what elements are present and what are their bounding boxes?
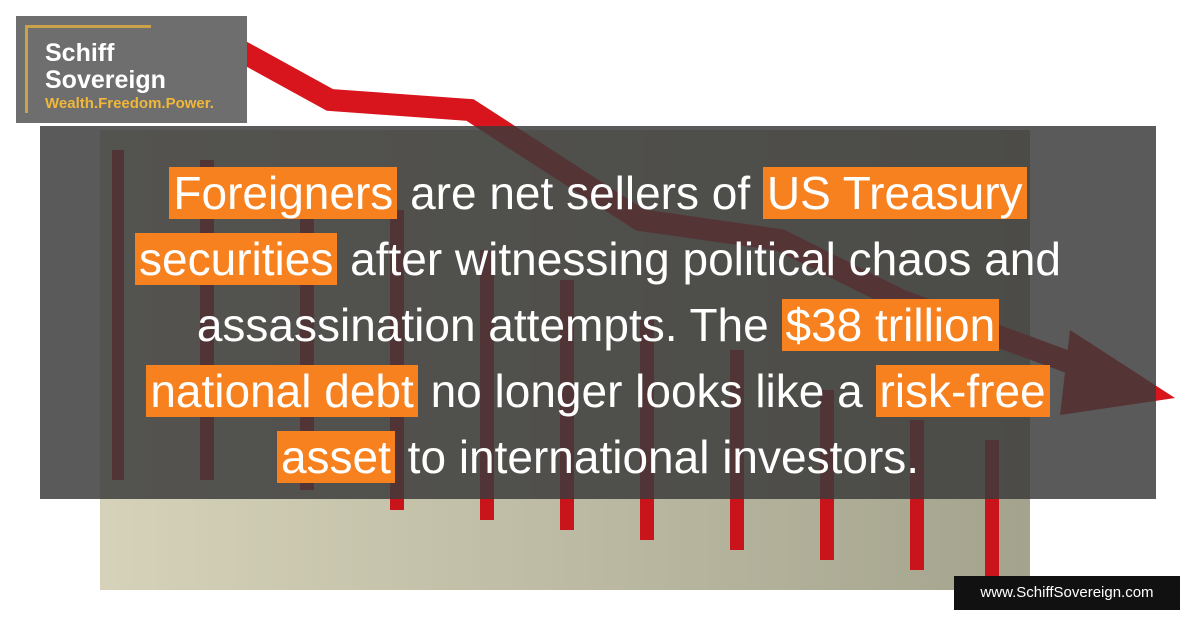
quote-text: no longer looks like a <box>417 365 876 417</box>
logo-tagline: Wealth.Freedom.Power. <box>45 95 214 112</box>
logo-line: Sovereign <box>45 66 166 94</box>
quote-line: assassination attempts. The $38 trillion <box>40 292 1156 358</box>
quote-text: to international investors. <box>394 431 920 483</box>
highlighted-phrase: Foreigners <box>169 167 398 219</box>
footer-url: www.SchiffSovereign.com <box>954 576 1180 610</box>
quote-line: securities after witnessing political ch… <box>40 226 1156 292</box>
logo-name: Schiff Sovereign <box>45 40 166 94</box>
logo-frame <box>25 25 151 113</box>
highlighted-phrase: securities <box>135 233 338 285</box>
quote-text: after witnessing political chaos and <box>337 233 1061 285</box>
logo-line: Schiff <box>45 39 115 67</box>
highlighted-phrase: US Treasury <box>762 167 1027 219</box>
quote-line: Foreigners are net sellers of US Treasur… <box>40 160 1156 226</box>
quote-line: national debt no longer looks like a ris… <box>40 358 1156 424</box>
logo: Schiff Sovereign Wealth.Freedom.Power. <box>16 16 247 123</box>
quote: Foreigners are net sellers of US Treasur… <box>40 160 1156 490</box>
quote-text: are net sellers of <box>397 167 763 219</box>
quote-text: assassination attempts. The <box>196 299 782 351</box>
highlighted-phrase: risk-free <box>875 365 1050 417</box>
highlighted-phrase: $38 trillion <box>781 299 1000 351</box>
highlighted-phrase: asset <box>276 431 395 483</box>
quote-line: asset to international investors. <box>40 424 1156 490</box>
highlighted-phrase: national debt <box>146 365 418 417</box>
